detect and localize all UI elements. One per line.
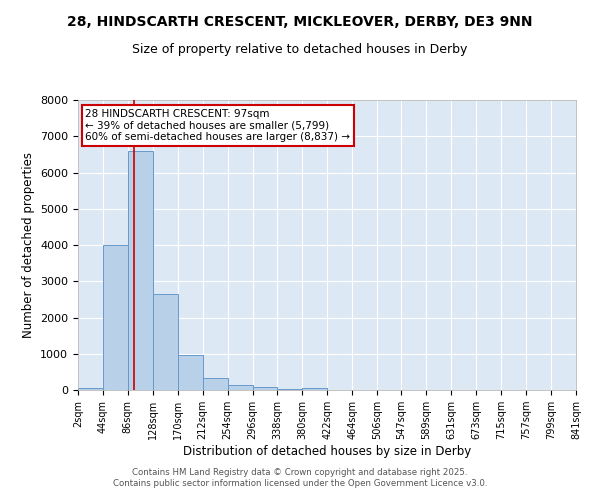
Text: Contains HM Land Registry data © Crown copyright and database right 2025.
Contai: Contains HM Land Registry data © Crown c… — [113, 468, 487, 487]
Text: Size of property relative to detached houses in Derby: Size of property relative to detached ho… — [133, 42, 467, 56]
Bar — [103, 245, 128, 390]
Bar — [302, 388, 327, 390]
Bar — [227, 385, 253, 390]
Bar — [128, 151, 153, 390]
Bar — [78, 388, 103, 390]
Bar — [253, 388, 277, 390]
Bar — [203, 378, 227, 390]
Text: 28 HINDSCARTH CRESCENT: 97sqm
← 39% of detached houses are smaller (5,799)
60% o: 28 HINDSCARTH CRESCENT: 97sqm ← 39% of d… — [85, 108, 350, 142]
Bar — [178, 355, 203, 390]
Bar — [277, 388, 302, 390]
Bar — [153, 294, 178, 390]
Y-axis label: Number of detached properties: Number of detached properties — [22, 152, 35, 338]
X-axis label: Distribution of detached houses by size in Derby: Distribution of detached houses by size … — [183, 445, 471, 458]
Text: 28, HINDSCARTH CRESCENT, MICKLEOVER, DERBY, DE3 9NN: 28, HINDSCARTH CRESCENT, MICKLEOVER, DER… — [67, 15, 533, 29]
